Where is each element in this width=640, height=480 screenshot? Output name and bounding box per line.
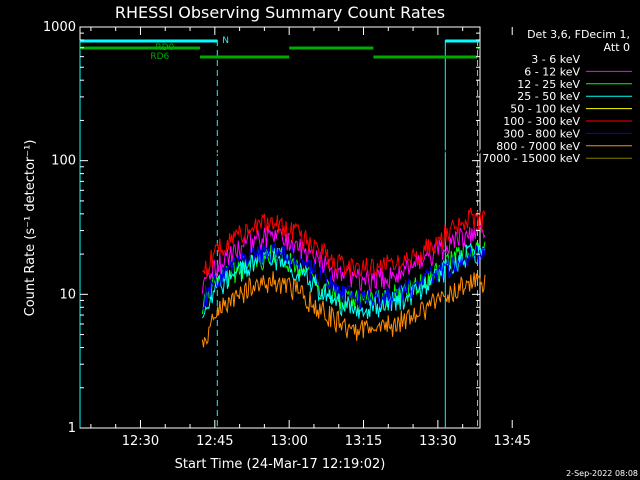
x-tick-label: 13:00 xyxy=(270,434,307,449)
series-line-7 xyxy=(201,271,486,348)
footer-date: 2-Sep-2022 08:08 xyxy=(566,469,638,478)
x-tick-label: 13:45 xyxy=(493,434,530,449)
series-line-0 xyxy=(200,148,488,196)
legend-label: 12 - 25 keV xyxy=(517,78,580,91)
flag-label-n: N xyxy=(222,36,229,46)
legend-label: 3 - 6 keV xyxy=(531,53,580,66)
legend-label: 50 - 100 keV xyxy=(510,103,580,116)
legend-label: 300 - 800 keV xyxy=(503,127,580,140)
series-line-1 xyxy=(201,223,486,294)
y-tick-label: 100 xyxy=(51,154,76,169)
flag-label-rd0: RD0 xyxy=(155,43,174,53)
x-tick-label: 12:45 xyxy=(196,434,233,449)
y-tick-label: 10 xyxy=(59,287,76,302)
plot-frame xyxy=(79,26,481,429)
legend-label: 7000 - 15000 keV xyxy=(482,152,580,165)
legend-header-line-2: Att 0 xyxy=(604,41,630,54)
legend-label: 6 - 12 keV xyxy=(524,65,580,78)
y-tick-label: 1000 xyxy=(43,20,76,35)
flag-label-rd6: RD6 xyxy=(150,52,169,62)
legend-label: 800 - 7000 keV xyxy=(496,140,580,153)
y-axis-label: Count Rate (s⁻¹ detector⁻¹) xyxy=(23,140,38,317)
series-line-6 xyxy=(202,241,486,310)
x-tick-label: 13:15 xyxy=(345,434,382,449)
plot-border xyxy=(79,26,481,429)
y-tick-label: 1 xyxy=(68,421,76,436)
legend-label: 25 - 50 keV xyxy=(517,90,580,103)
series-line-5 xyxy=(202,207,486,278)
legend-header-line-1: Det 3,6, FDecim 1, xyxy=(527,28,630,41)
axis-ticks: 1 10 100 1000 12:30 12:45 13:00 13:15 13:30 13:45 xyxy=(43,20,531,449)
x-tick-label: 12:30 xyxy=(122,434,159,449)
x-axis-label: Start Time (24-Mar-17 12:19:02) xyxy=(175,457,386,472)
x-tick-label: 13:30 xyxy=(419,434,456,449)
vertical-markers xyxy=(79,40,479,428)
data-series xyxy=(200,148,488,348)
chart-title: RHESSI Observing Summary Count Rates xyxy=(115,3,445,22)
legend-label: 100 - 300 keV xyxy=(503,115,580,128)
